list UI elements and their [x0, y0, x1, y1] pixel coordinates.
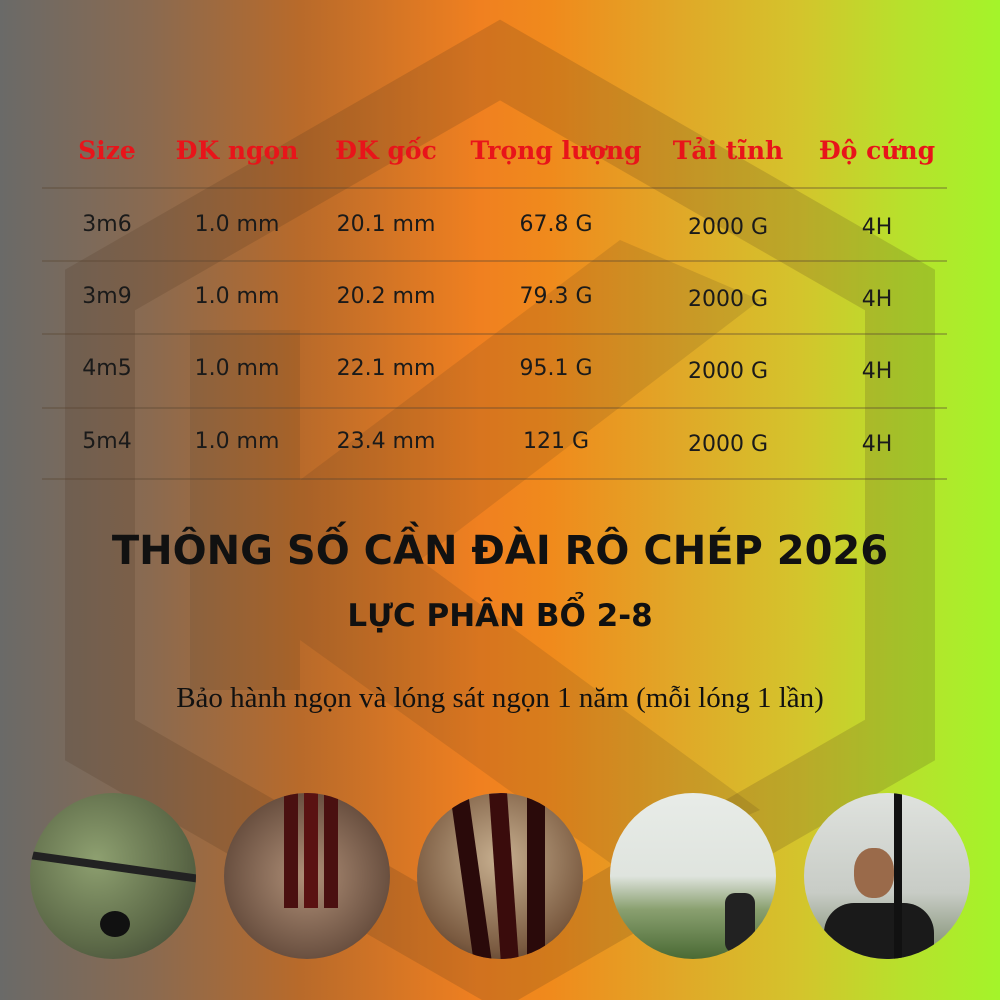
- cell-static-load: 2000 G: [687, 287, 769, 312]
- row-divider: [42, 407, 947, 409]
- cell-butt-diameter: 23.4 mm: [336, 429, 436, 454]
- cell-tip-diameter: 1.0 mm: [194, 284, 280, 309]
- cell-hardness: 4H: [861, 432, 893, 457]
- cell-weight: 95.1 G: [519, 356, 593, 381]
- row-divider: [42, 478, 947, 480]
- column-header-tip-diameter: ĐK ngọn: [175, 136, 299, 165]
- cell-static-load: 2000 G: [687, 359, 769, 384]
- column-header-size: Size: [78, 136, 136, 165]
- cell-butt-diameter: 22.1 mm: [336, 356, 436, 381]
- cell-hardness: 4H: [861, 287, 893, 312]
- cell-weight: 79.3 G: [519, 284, 593, 309]
- row-divider: [42, 333, 947, 335]
- cell-weight: 121 G: [522, 429, 590, 454]
- cell-butt-diameter: 20.1 mm: [336, 212, 436, 237]
- cell-size: 5m4: [82, 429, 132, 454]
- cell-tip-diameter: 1.0 mm: [194, 429, 280, 454]
- cell-static-load: 2000 G: [687, 432, 769, 457]
- row-divider: [42, 187, 947, 189]
- page-title: THÔNG SỐ CẦN ĐÀI RÔ CHÉP 2026: [111, 528, 889, 574]
- warranty-note: Bảo hành ngọn và lóng sát ngọn 1 năm (mỗ…: [176, 682, 824, 714]
- cell-size: 3m9: [82, 284, 132, 309]
- photo-rod-sections: [224, 793, 390, 959]
- photo-angler-bent-rod: [610, 793, 776, 959]
- photo-rod-tip: [30, 793, 196, 959]
- cell-hardness: 4H: [861, 215, 893, 240]
- subtitle: LỰC PHÂN BỔ 2-8: [347, 598, 653, 634]
- cell-size: 4m5: [82, 356, 132, 381]
- photo-rod-blanks: [417, 793, 583, 959]
- cell-static-load: 2000 G: [687, 215, 769, 240]
- column-header-butt-diameter: ĐK gốc: [335, 136, 437, 165]
- column-header-hardness: Độ cứng: [818, 136, 936, 165]
- photo-angler-holding-rods: [804, 793, 970, 959]
- cell-tip-diameter: 1.0 mm: [194, 212, 280, 237]
- cell-hardness: 4H: [861, 359, 893, 384]
- column-header-weight: Trọng lượng: [470, 136, 642, 165]
- cell-tip-diameter: 1.0 mm: [194, 356, 280, 381]
- cell-butt-diameter: 20.2 mm: [336, 284, 436, 309]
- row-divider: [42, 260, 947, 262]
- column-header-static-load: Tải tĩnh: [672, 136, 784, 165]
- cell-size: 3m6: [82, 212, 132, 237]
- cell-weight: 67.8 G: [519, 212, 593, 237]
